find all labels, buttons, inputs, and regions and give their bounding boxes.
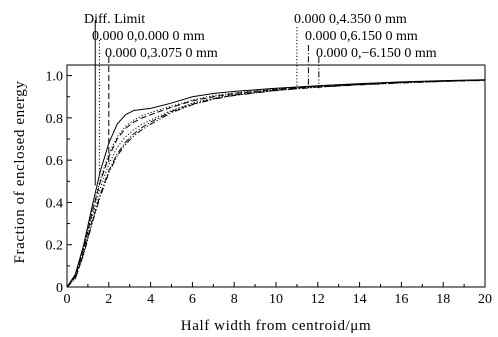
legend-label-0-000-0-6-150-0-mm: 0.000 0,6.150 0 mm: [305, 29, 418, 44]
top-left-axis-frame: [66, 64, 485, 287]
plot-lines: [66, 79, 486, 288]
legend-label-0-000-0-6-150-0-mm: 0.000 0,−6.150 0 mm: [316, 46, 437, 61]
series-line-6-0-000-0-6-150-0-mm: [66, 79, 486, 288]
x-tick-label-14: 14: [353, 292, 367, 307]
legend-label-diff-limit: Diff. Limit: [84, 12, 145, 27]
legend-label-0-000-0-4-350-0-mm: 0.000 0,4.350 0 mm: [294, 12, 407, 27]
x-tick-label-4: 4: [147, 292, 154, 307]
series-line-2-0-000-0-0-000-0-mm: [66, 79, 486, 288]
x-tick-label-6: 6: [189, 292, 196, 307]
x-axis-title: Half width from centroid/μm: [181, 318, 371, 334]
x-tick-label-10: 10: [269, 292, 283, 307]
legend-labels: Diff. Limit 0.000 0,0.000 0 mm 0.000 0,3.0…: [84, 12, 437, 61]
axes: [66, 64, 486, 288]
series-line-5-0-000-0-6-150-0-mm: [66, 79, 486, 288]
x-tick-label-20: 20: [478, 292, 492, 307]
y-tick-label-0-4: 0.4: [46, 196, 64, 211]
y-tick-label-0: 0: [56, 281, 63, 296]
x-tick-label-16: 16: [394, 292, 408, 307]
x-tick-label-18: 18: [436, 292, 450, 307]
y-axis-title: Fraction of enclosed energy: [12, 81, 28, 264]
legend-label-0-000-0-0-000-0-mm: 0.000 0,0.000 0 mm: [92, 29, 205, 44]
x-tick-label-8: 8: [231, 292, 238, 307]
series-line-1-diff-limit: [66, 79, 486, 288]
marker-lines: [94, 20, 320, 186]
tick-labels: 0 2 4 6 8 10 12 14 16 18 20 0 0.2 0.4 0.6 0.8 1.0: [46, 70, 493, 307]
x-tick-label-0: 0: [64, 292, 71, 307]
x-tick-label-2: 2: [105, 292, 112, 307]
y-tick-label-0-2: 0.2: [46, 239, 64, 254]
series-line-4-0-000-0-4-350-0-mm: [66, 79, 486, 288]
legend-label-0-000-0-3-075-0-mm: 0.000 0,3.075 0 mm: [105, 46, 218, 61]
bottom-right-axis-frame: [67, 65, 486, 288]
ticks: [66, 75, 486, 288]
y-tick-label-0-6: 0.6: [46, 154, 64, 169]
y-tick-label-1: 1.0: [46, 70, 64, 85]
y-tick-label-0-8: 0.8: [46, 112, 64, 127]
x-tick-label-12: 12: [311, 292, 325, 307]
series-line-3-0-000-0-3-075-0-mm: [66, 79, 486, 288]
